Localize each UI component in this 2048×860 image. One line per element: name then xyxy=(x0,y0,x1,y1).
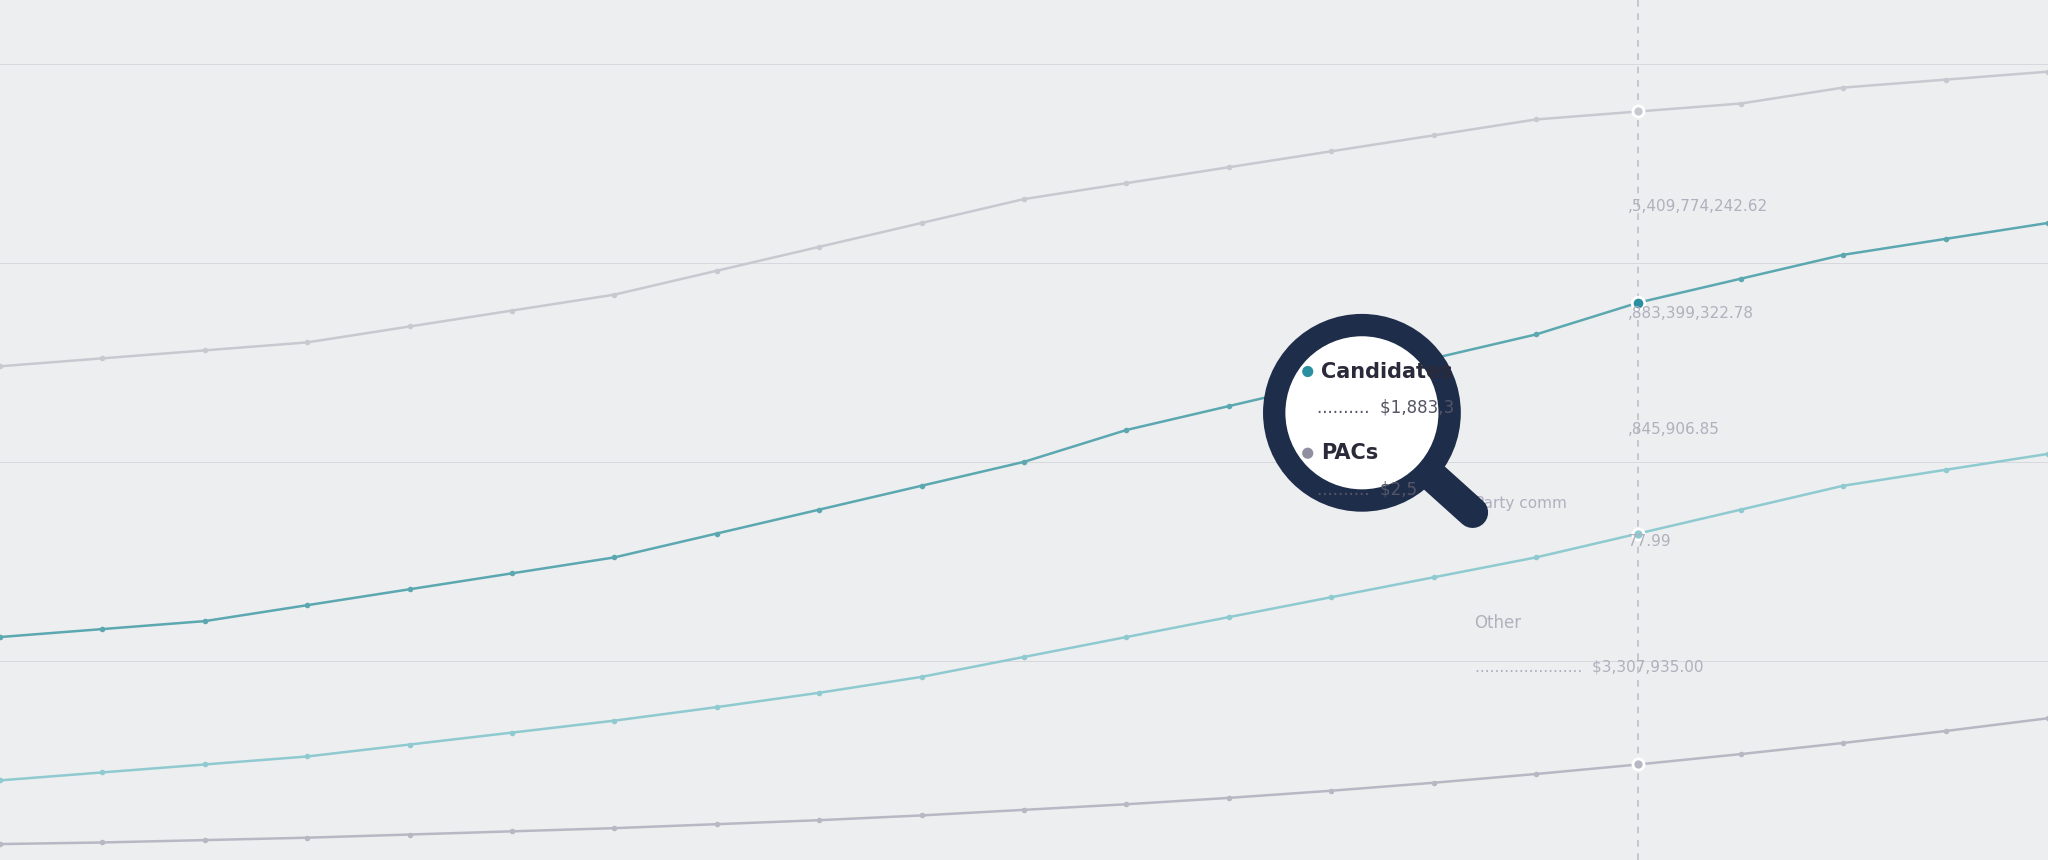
Text: ..........  $1,883,3: .......... $1,883,3 xyxy=(1317,399,1454,416)
Text: ,5,409,774,242.62: ,5,409,774,242.62 xyxy=(1628,199,1767,214)
Text: Candidates: Candidates xyxy=(1321,361,1454,382)
Text: 77.99: 77.99 xyxy=(1628,534,1671,550)
Text: ,883,399,322.78: ,883,399,322.78 xyxy=(1628,306,1755,322)
Text: PACs: PACs xyxy=(1321,443,1378,464)
Text: Other: Other xyxy=(1475,615,1522,632)
Text: ......................  $3,307,935.00: ...................... $3,307,935.00 xyxy=(1475,659,1704,674)
Text: ..........  $2,5: .......... $2,5 xyxy=(1317,481,1417,498)
Text: ,845,906.85: ,845,906.85 xyxy=(1628,422,1720,438)
Text: Party comm: Party comm xyxy=(1475,495,1567,511)
